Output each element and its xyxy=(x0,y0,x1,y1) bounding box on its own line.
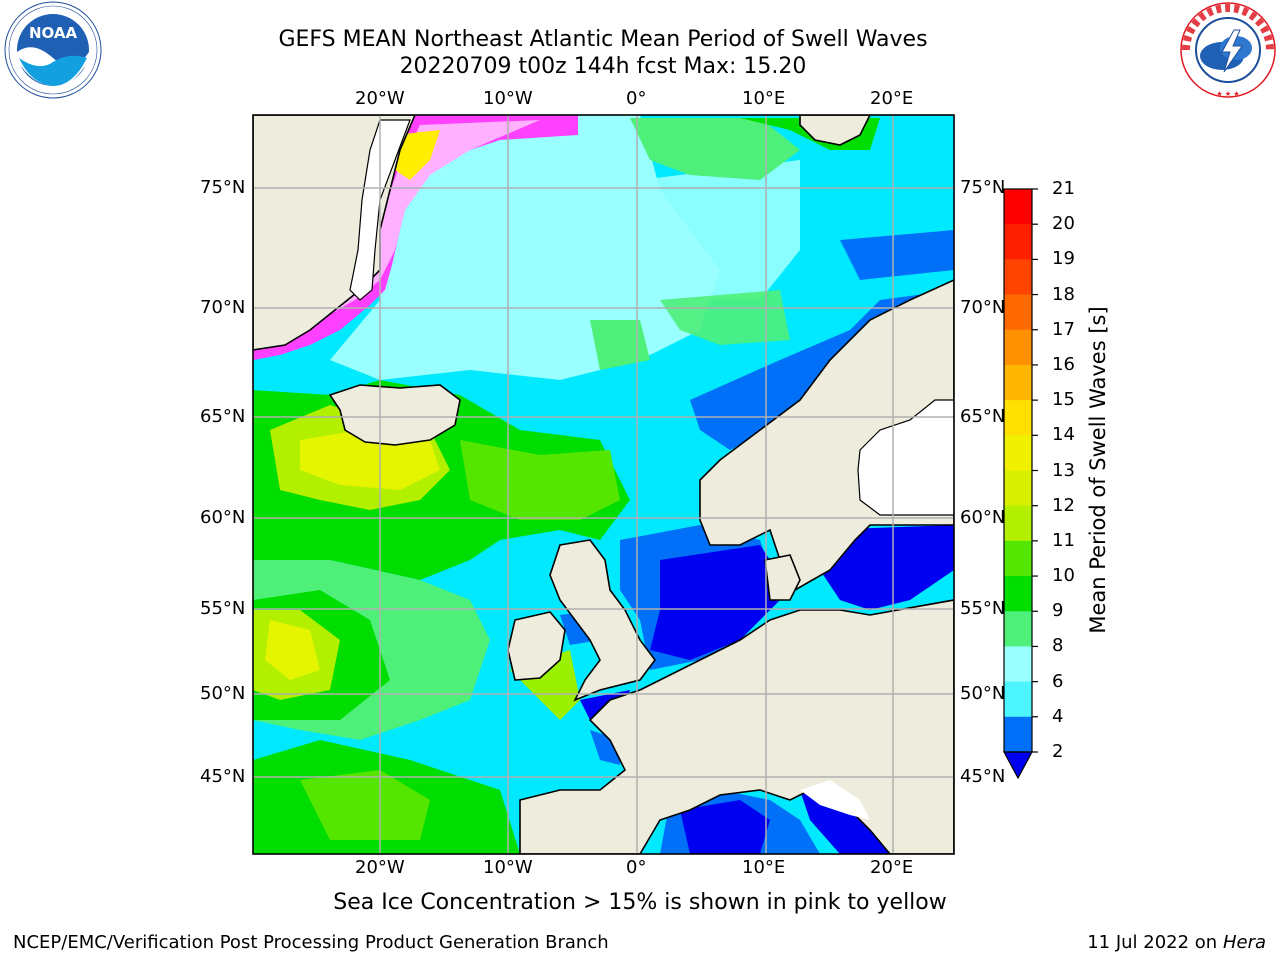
colorbar-tick-label: 4 xyxy=(1052,705,1064,727)
graticule xyxy=(253,115,954,854)
lon-label-top: 20°W xyxy=(355,88,405,109)
lat-label-left: 65°N xyxy=(200,406,246,427)
colorbar-segment xyxy=(1004,224,1032,260)
colorbar-tick-label: 18 xyxy=(1052,283,1075,305)
colorbar-tick-label: 12 xyxy=(1052,494,1075,516)
lon-label-bottom: 20°E xyxy=(870,857,914,878)
colorbar-tick-label: 8 xyxy=(1052,635,1064,657)
colorbar-under-arrow xyxy=(1002,751,1034,780)
colorbar-tick-label: 19 xyxy=(1052,248,1075,270)
colorbar-tick-label: 14 xyxy=(1052,424,1075,446)
svg-text:NOAA: NOAA xyxy=(29,24,78,42)
colorbar-segment xyxy=(1004,611,1032,647)
colorbar-segment xyxy=(1004,470,1032,507)
colorbar-tick-label: 17 xyxy=(1052,318,1075,340)
svg-text:★ ★ ★: ★ ★ ★ xyxy=(1216,90,1239,98)
colorbar-segment xyxy=(1004,329,1032,366)
footer-date-text: 11 Jul 2022 on xyxy=(1087,932,1223,953)
noaa-logo: NOAA xyxy=(3,0,103,100)
colorbar-segment xyxy=(1004,435,1032,471)
lon-label-bottom: 10°E xyxy=(742,857,786,878)
colorbar-tick-label: 2 xyxy=(1052,741,1064,762)
map-title: GEFS MEAN Northeast Atlantic Mean Period… xyxy=(278,27,928,52)
colorbar-tick-label: 16 xyxy=(1052,353,1075,375)
colorbar-segment xyxy=(1004,576,1032,612)
lon-label-top: 0° xyxy=(626,88,647,109)
map-frame xyxy=(252,114,955,855)
lat-label-right: 75°N xyxy=(960,177,1006,198)
lat-label-left: 70°N xyxy=(200,297,246,318)
colorbar-segment xyxy=(1004,505,1032,542)
colorbar-tick-label: 9 xyxy=(1052,600,1064,622)
colorbar-segment xyxy=(1004,646,1032,683)
lon-label-top: 10°E xyxy=(742,88,786,109)
lon-label-top: 20°E xyxy=(870,88,914,109)
footer-date: 11 Jul 2022 on Hera xyxy=(1087,932,1266,953)
sea-ice-note: Sea Ice Concentration > 15% is shown in … xyxy=(333,890,947,915)
lat-label-left: 75°N xyxy=(200,177,246,198)
colorbar-tick-label: 6 xyxy=(1052,670,1064,692)
lat-label-left: 60°N xyxy=(200,507,246,528)
lat-label-right: 50°N xyxy=(960,683,1006,704)
lon-label-bottom: 20°W xyxy=(355,857,405,878)
colorbar-segment xyxy=(1004,400,1032,436)
colorbar-segment xyxy=(1004,681,1032,718)
colorbar-segment xyxy=(1004,716,1032,752)
footer-host: Hera xyxy=(1222,932,1266,953)
colorbar-segment xyxy=(1004,259,1032,296)
lat-label-left: 45°N xyxy=(200,766,246,787)
map-subtitle: 20220709 t00z 144h fcst Max: 15.20 xyxy=(399,54,807,79)
footer-credit: NCEP/EMC/Verification Post Processing Pr… xyxy=(13,932,609,953)
lon-label-bottom: 0° xyxy=(626,857,647,878)
colorbar-title: Mean Period of Swell Waves [s] xyxy=(1086,306,1110,634)
colorbar-tick-label: 11 xyxy=(1052,529,1075,551)
colorbar-segment xyxy=(1004,540,1032,577)
lat-label-right: 45°N xyxy=(960,766,1006,787)
colorbar-segment xyxy=(1004,189,1032,225)
lon-label-top: 10°W xyxy=(483,88,533,109)
lon-label-bottom: 10°W xyxy=(483,857,533,878)
lat-label-right: 65°N xyxy=(960,406,1006,427)
lat-label-left: 55°N xyxy=(200,598,246,619)
colorbar xyxy=(1002,188,1038,780)
nws-logo: ★ ★ ★ xyxy=(1178,0,1278,100)
colorbar-tick-label: 13 xyxy=(1052,459,1075,481)
colorbar-tick-label: 20 xyxy=(1052,213,1075,235)
colorbar-tick-label: 10 xyxy=(1052,565,1075,587)
lat-label-right: 60°N xyxy=(960,507,1006,528)
colorbar-tick-label: 21 xyxy=(1052,178,1075,199)
lat-label-right: 55°N xyxy=(960,598,1006,619)
colorbar-segment xyxy=(1004,294,1032,331)
lat-label-left: 50°N xyxy=(200,683,246,704)
colorbar-segment xyxy=(1004,364,1032,401)
lat-label-right: 70°N xyxy=(960,297,1006,318)
colorbar-tick-label: 15 xyxy=(1052,389,1075,411)
